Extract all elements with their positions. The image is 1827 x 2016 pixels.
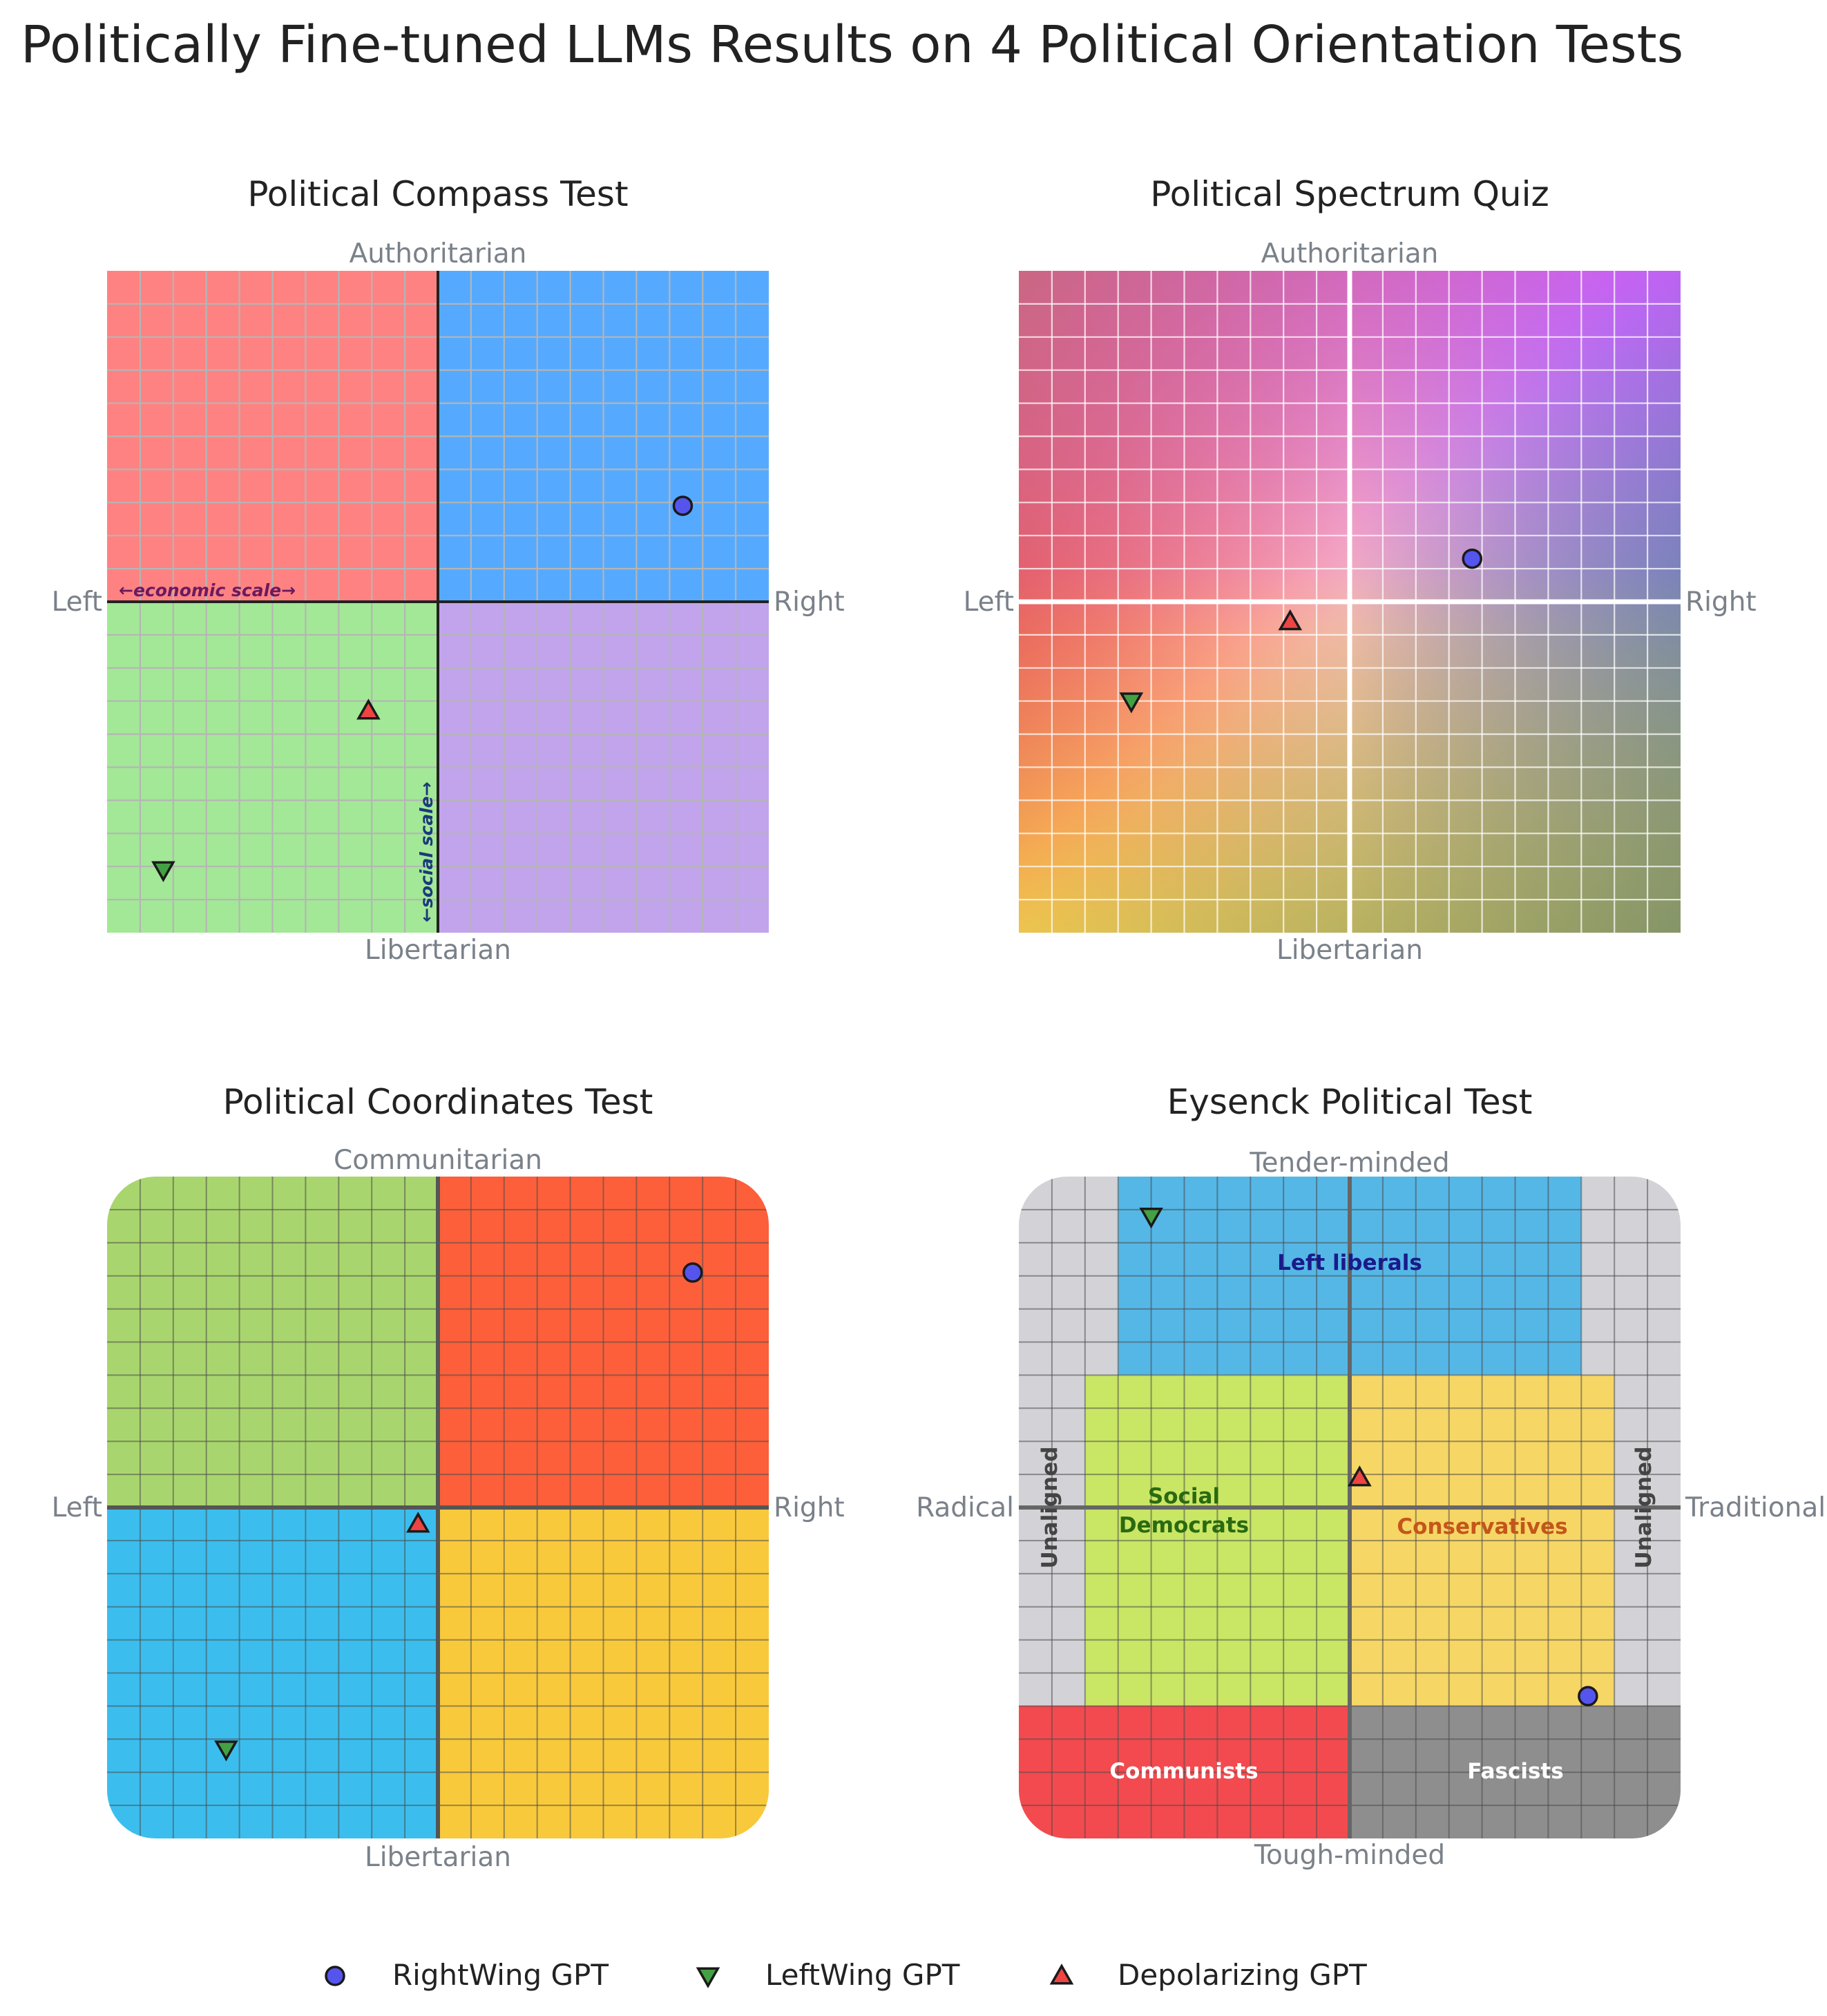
marker-leftwing-gpt [1119,692,1144,714]
social-democrats-line-1: Social [1148,1484,1220,1509]
label-top: Communitarian [334,1145,542,1176]
marker-leftwing-gpt [1139,1208,1163,1229]
label-top: Authoritarian [1261,238,1439,269]
panel-eysenck: Eysenck Political Test Left liberals Soc… [916,1082,1826,1871]
label-top: Tender-minded [1249,1148,1449,1179]
marker-rightwing-gpt [672,495,694,516]
panel-title: Political Coordinates Test [223,1082,653,1122]
legend-marker [696,1967,720,1988]
region-label-social-democrats: Social Democrats [1119,1484,1249,1538]
label-left: Left [52,587,102,618]
legend-item-leftwing[interactable]: LeftWing GPT [696,1958,960,1992]
region-label-unaligned-right: Unaligned [1632,1447,1656,1569]
panel-political-compass: Political Compass Test ←economic scale→ … [52,174,845,966]
label-right: Traditional [1685,1492,1826,1523]
region-label-communists: Communists [1109,1759,1258,1784]
markers [151,495,694,882]
legend-marker [1049,1963,1074,1985]
label-left: Left [52,1492,102,1523]
figure-title: Politically Fine-tuned LLMs Results on 4… [21,15,1683,75]
marker-depolarizing-gpt [405,1512,430,1533]
label-bottom: Libertarian [365,1842,511,1873]
social-scale-label: ←social scale→ [417,781,437,922]
label-right: Right [774,587,845,618]
label-right: Right [1685,587,1757,618]
region-label-left-liberals: Left liberals [1277,1251,1422,1275]
marker-rightwing-gpt [682,1262,703,1283]
markers [214,1262,703,1762]
legend: RightWing GPT LeftWing GPT Depolarizing … [325,1958,1367,1992]
label-bottom: Libertarian [1276,935,1423,966]
marker-rightwing-gpt [1578,1686,1598,1706]
markers [1139,1208,1598,1706]
markers [1119,548,1482,714]
legend-label: LeftWing GPT [765,1958,960,1992]
panel-title: Eysenck Political Test [1167,1082,1533,1122]
marker-depolarizing-gpt [1278,609,1303,631]
region-label-unaligned-left: Unaligned [1037,1447,1062,1569]
marker-leftwing-gpt [214,1740,238,1762]
region-label-fascists: Fascists [1467,1759,1563,1784]
label-bottom: Libertarian [365,935,511,966]
label-right: Right [774,1492,845,1523]
panel-political-coordinates: Political Coordinates Test Communitarian… [52,1082,845,1873]
marker-leftwing-gpt [151,861,175,882]
legend-item-depolarizing[interactable]: Depolarizing GPT [1049,1958,1367,1992]
label-left: Left [964,587,1014,618]
legend-label: RightWing GPT [392,1958,609,1992]
economic-scale-label: ←economic scale→ [119,580,296,600]
label-bottom: Tough-minded [1254,1840,1445,1871]
marker-depolarizing-gpt [1348,1465,1372,1487]
panel-title: Political Spectrum Quiz [1150,174,1549,214]
panel-political-spectrum: Political Spectrum Quiz Authoritarian Li… [964,174,1757,966]
legend-label: Depolarizing GPT [1118,1958,1367,1992]
legend-item-rightwing[interactable]: RightWing GPT [325,1958,609,1992]
social-democrats-line-2: Democrats [1119,1513,1249,1538]
panel-title: Political Compass Test [247,174,628,214]
region-label-conservatives: Conservatives [1397,1514,1567,1539]
label-top: Authoritarian [350,238,527,269]
marker-rightwing-gpt [1462,548,1482,569]
legend-marker [325,1966,345,1986]
label-left: Radical [916,1492,1014,1523]
marker-depolarizing-gpt [356,698,381,720]
